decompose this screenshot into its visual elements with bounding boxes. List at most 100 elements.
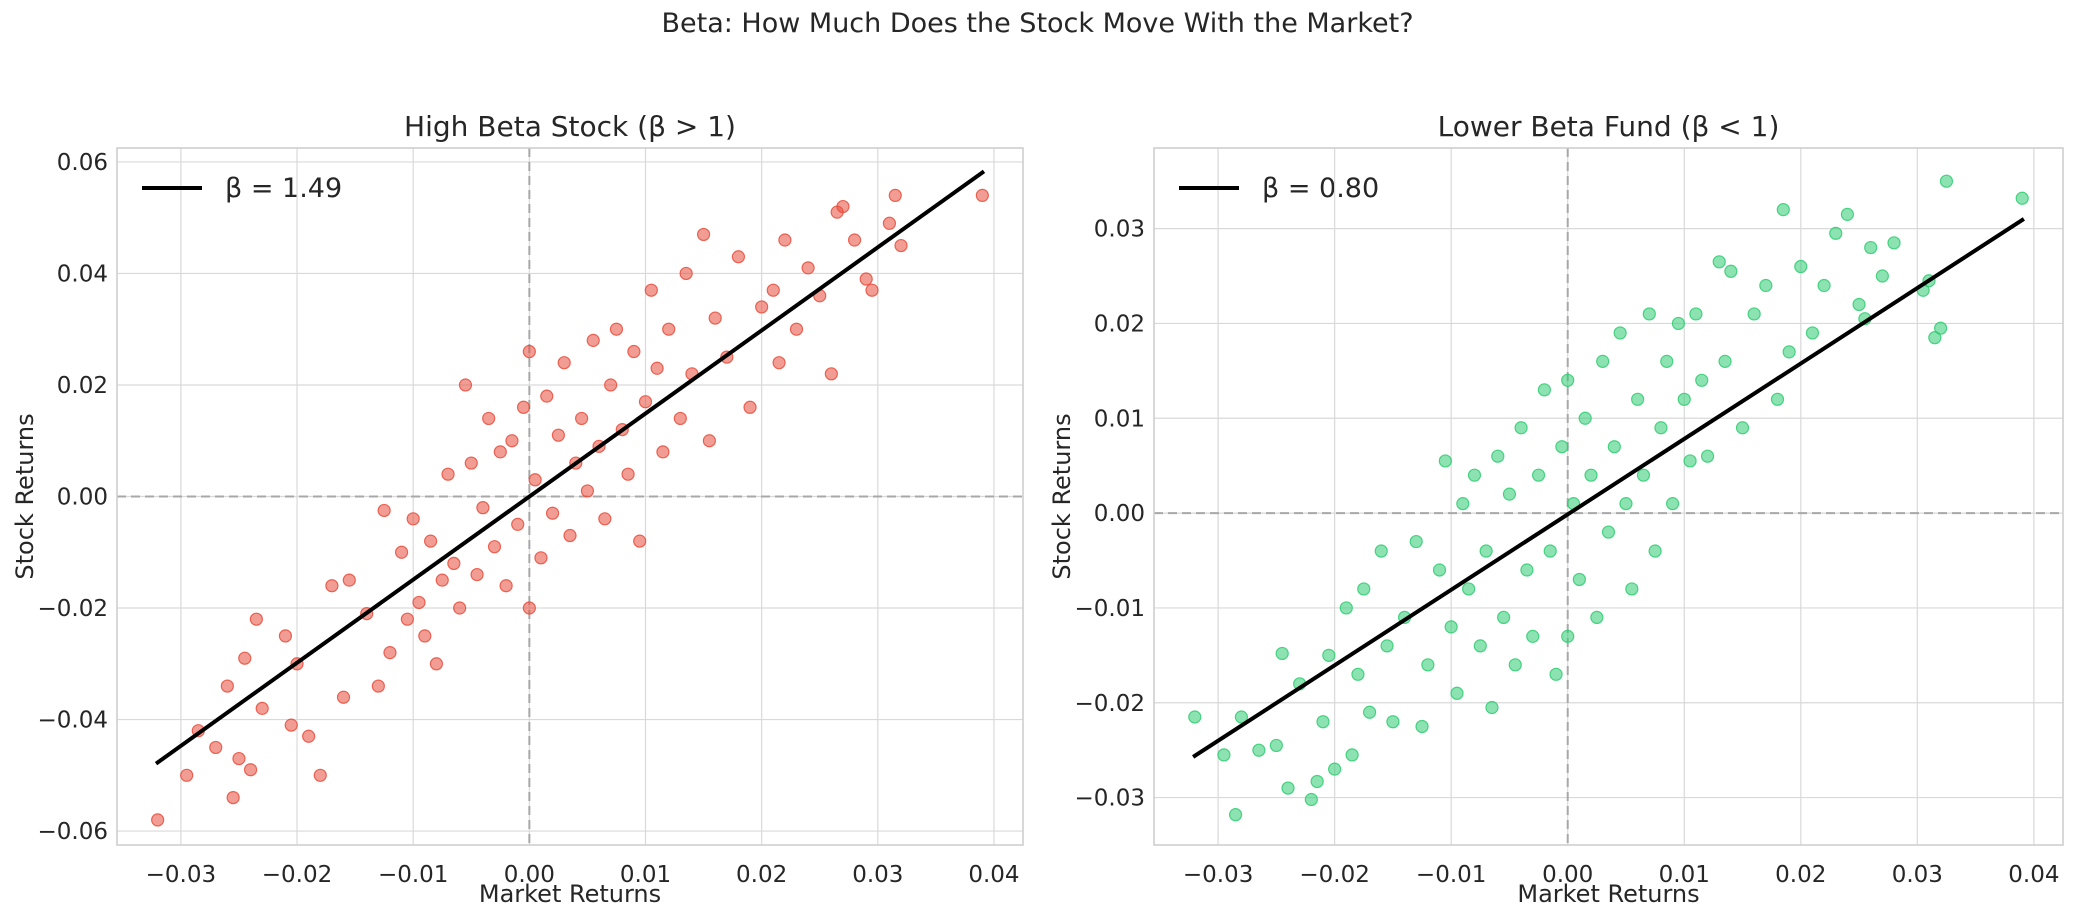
y-tick-label: −0.03 <box>1075 786 1145 812</box>
data-point <box>1665 497 1680 511</box>
plot-frame <box>116 147 1024 846</box>
data-point <box>1374 544 1388 558</box>
data-point <box>1497 610 1511 625</box>
data-point <box>243 763 258 777</box>
data-point <box>1362 705 1377 719</box>
data-point <box>377 503 391 518</box>
data-point <box>1770 392 1785 406</box>
data-point <box>1875 269 1889 283</box>
data-point <box>1724 264 1738 278</box>
data-point <box>1596 354 1610 368</box>
data-point <box>888 188 902 202</box>
data-point <box>1351 667 1365 681</box>
data-point <box>1718 354 1732 368</box>
x-tick-label: 0.02 <box>736 862 787 888</box>
data-point <box>1275 646 1289 661</box>
data-point <box>1432 563 1447 577</box>
data-point <box>249 612 263 626</box>
data-point <box>656 445 670 459</box>
scatter-points <box>151 188 989 827</box>
data-point <box>1735 421 1750 435</box>
y-tick-label: −0.04 <box>38 708 108 734</box>
data-point <box>696 227 711 242</box>
data-point <box>1934 321 1948 335</box>
data-point <box>1409 534 1423 549</box>
data-point <box>499 579 513 593</box>
x-tick-label: 0.00 <box>504 862 555 888</box>
data-point <box>493 445 507 459</box>
data-point <box>232 751 246 766</box>
data-point <box>522 601 536 615</box>
data-point <box>1444 620 1458 634</box>
data-point <box>551 428 565 442</box>
data-point <box>1234 710 1249 724</box>
data-point <box>702 434 716 448</box>
data-point <box>1310 774 1324 789</box>
data-point <box>1537 383 1552 397</box>
data-point <box>1572 572 1586 587</box>
data-point <box>1415 719 1429 734</box>
data-point <box>482 411 496 426</box>
y-tick-label: 0.02 <box>1094 311 1145 337</box>
data-point <box>1491 449 1505 463</box>
data-point <box>278 629 293 643</box>
y-tick-label: −0.01 <box>1075 596 1145 622</box>
data-point <box>772 356 786 370</box>
data-point <box>1485 700 1499 715</box>
data-point <box>1776 203 1790 217</box>
data-point <box>505 434 519 448</box>
x-tick-label: 0.03 <box>852 862 903 888</box>
data-point <box>1438 454 1452 468</box>
data-point <box>1700 449 1715 463</box>
data-point <box>778 233 792 247</box>
data-point <box>1613 326 1627 340</box>
data-point <box>441 467 455 481</box>
data-point <box>1502 487 1517 501</box>
data-point <box>1357 582 1371 596</box>
data-point <box>453 601 467 615</box>
data-point <box>1712 255 1726 269</box>
data-point <box>1269 738 1283 753</box>
data-point <box>516 400 531 414</box>
y-tick-label: 0.04 <box>57 261 108 287</box>
data-point <box>447 556 461 571</box>
data-point <box>673 411 687 426</box>
figure-title: Beta: How Much Does the Stock Move With … <box>661 8 1414 39</box>
data-point <box>1456 497 1470 511</box>
data-point <box>1322 648 1336 662</box>
data-point <box>975 188 989 202</box>
data-point <box>325 579 339 593</box>
data-point <box>284 718 298 732</box>
data-point <box>1590 610 1604 625</box>
data-point <box>429 657 444 671</box>
x-tick-label: 0.00 <box>1542 862 1593 888</box>
data-point <box>789 322 804 336</box>
data-point <box>1648 544 1662 558</box>
data-point <box>511 517 525 531</box>
y-tick-label: −0.02 <box>1075 691 1145 717</box>
x-tick-label: −0.02 <box>262 862 332 888</box>
data-point <box>412 595 426 610</box>
data-point <box>1625 582 1639 596</box>
data-point <box>633 534 647 548</box>
data-point <box>342 573 356 587</box>
y-tick-label: 0.00 <box>1094 501 1145 527</box>
regression-line <box>154 169 986 766</box>
data-point <box>894 238 908 253</box>
y-tick-label: 0.03 <box>1094 217 1145 243</box>
data-point <box>1555 440 1569 454</box>
data-point <box>1689 307 1703 321</box>
data-point <box>644 283 658 297</box>
grid <box>1154 148 2063 845</box>
data-point <box>1217 748 1231 762</box>
data-point <box>545 506 560 520</box>
data-point <box>1450 686 1464 700</box>
x-tick-label: 0.04 <box>968 862 1019 888</box>
x-tick-label: 0.01 <box>620 862 671 888</box>
data-point <box>464 456 478 470</box>
data-point <box>1508 658 1522 672</box>
data-point <box>1619 497 1633 511</box>
data-point <box>1817 278 1831 293</box>
